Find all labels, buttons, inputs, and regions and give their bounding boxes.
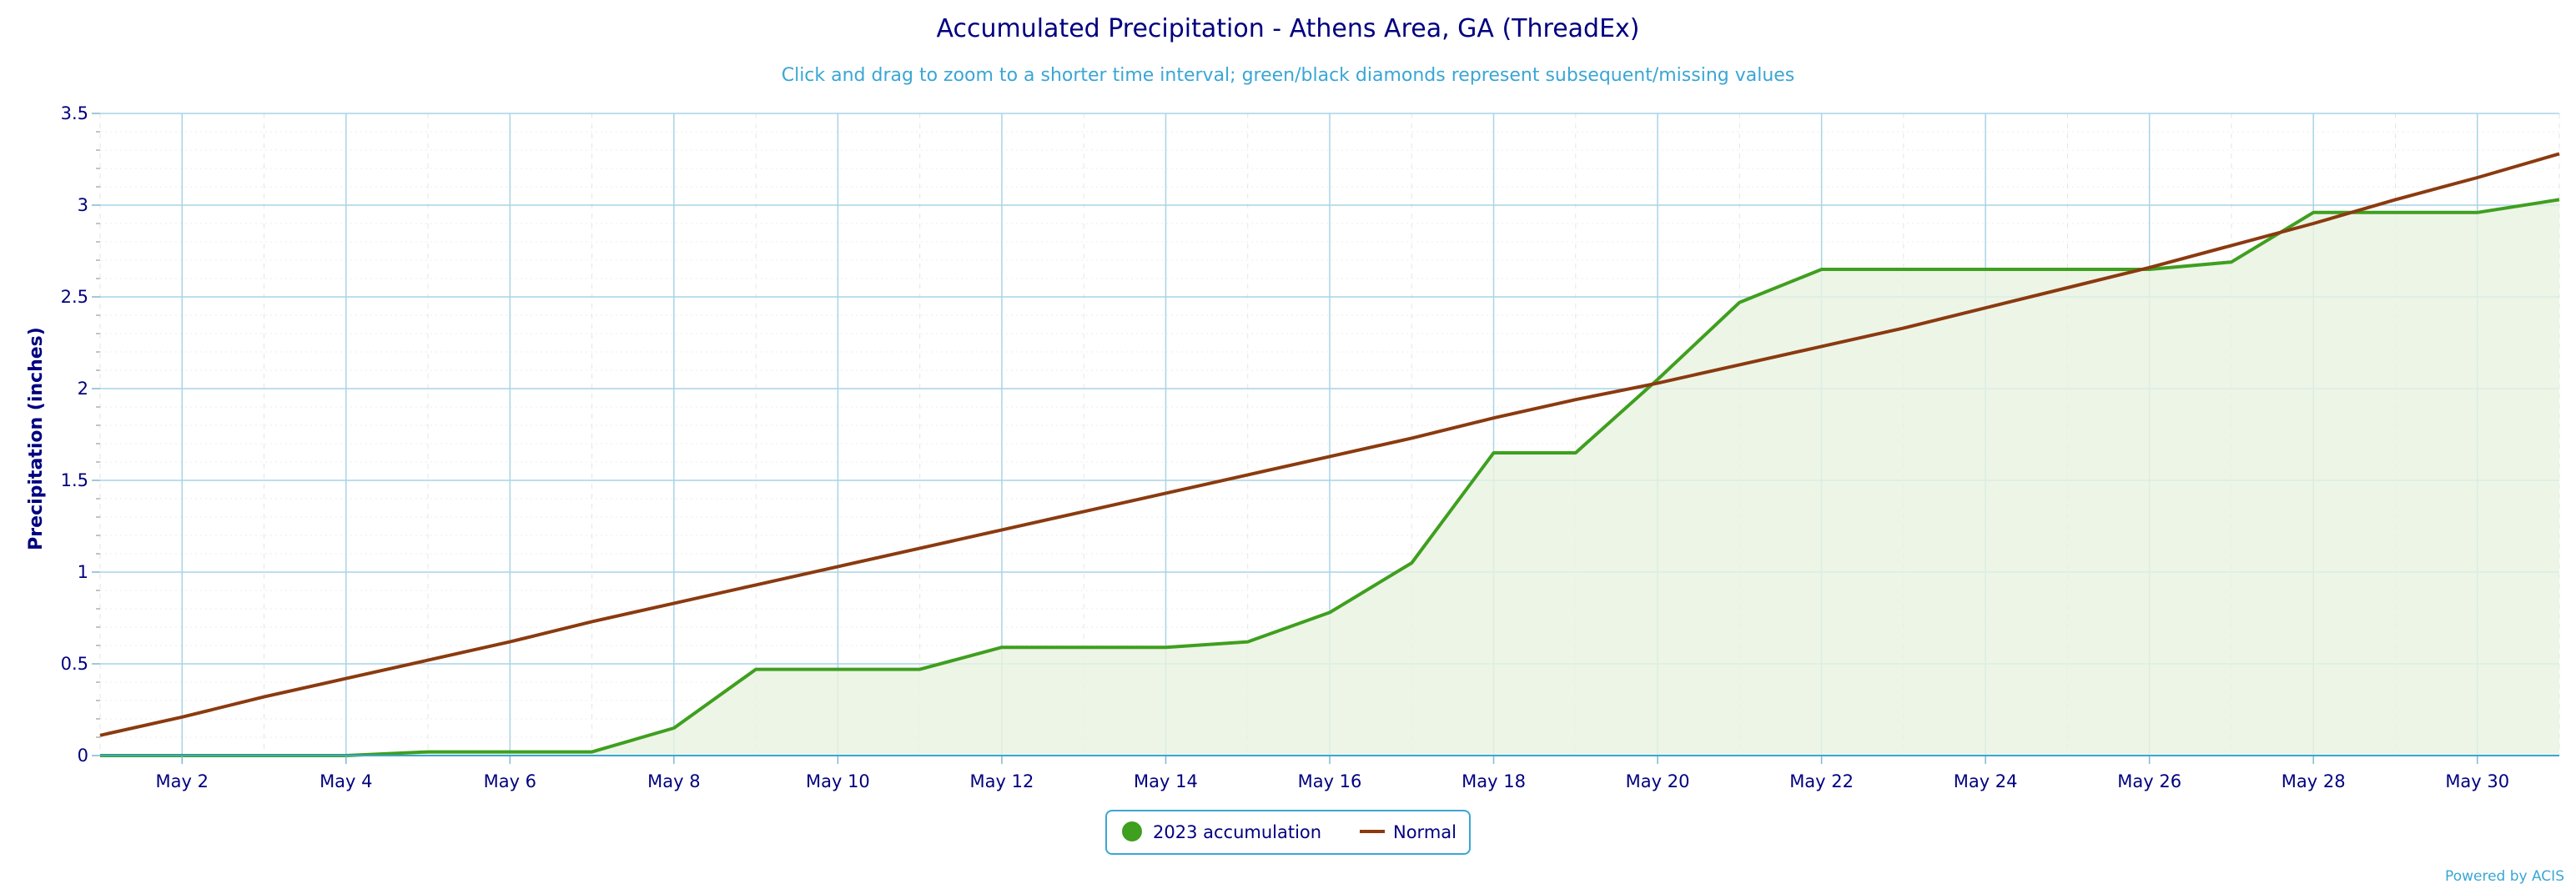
x-tick-label: May 2: [156, 771, 209, 791]
x-tick-label: May 14: [1134, 771, 1198, 791]
x-tick-label: May 16: [1298, 771, 1362, 791]
x-tick-label: May 22: [1789, 771, 1854, 791]
x-tick-label: May 28: [2282, 771, 2346, 791]
y-tick-label: 2: [78, 379, 88, 399]
x-tick-label: May 12: [970, 771, 1034, 791]
y-tick-label: 0: [78, 746, 88, 766]
area-layer: [100, 199, 2559, 756]
x-tick-label: May 18: [1462, 771, 1526, 791]
y-tick-label: 1: [78, 562, 88, 582]
legend-box: [1105, 810, 1471, 855]
legend-label-normal[interactable]: Normal: [1393, 822, 1457, 842]
legend-label-2023[interactable]: 2023 accumulation: [1153, 822, 1321, 842]
x-tick-label: May 26: [2117, 771, 2181, 791]
y-axis-title: Precipitation (inches): [26, 327, 47, 550]
x-tick-label: May 10: [806, 771, 870, 791]
x-tick-label: May 20: [1626, 771, 1690, 791]
series-line-2023-accumulation[interactable]: [100, 198, 2560, 757]
credit-link[interactable]: Powered by ACIS: [2445, 868, 2564, 885]
chart-title: Accumulated Precipitation - Athens Area,…: [936, 14, 1639, 43]
y-tick-label: 1.5: [61, 470, 88, 490]
legend-marker-2023: [1122, 821, 1142, 841]
line-layer: [99, 152, 2560, 757]
axes: 0 0.5 1 1.5 2 2.5 3 3.5 May 2 May 4 May 6 May 8 May …: [61, 103, 2559, 791]
y-tick-label: 3.5: [61, 103, 88, 123]
series-area-0: [100, 199, 2559, 756]
series-line-normal[interactable]: [99, 152, 2560, 737]
x-tick-label: May 24: [1954, 771, 2018, 791]
chart-subtitle: Click and drag to zoom to a shorter time…: [782, 65, 1795, 86]
legend[interactable]: 2023 accumulation Normal: [1105, 810, 1471, 855]
x-tick-label: May 30: [2445, 771, 2509, 791]
x-tick-label: May 8: [647, 771, 700, 791]
y-tick-label: 3: [78, 195, 88, 215]
x-tick-label: May 6: [484, 771, 536, 791]
y-tick-label: 0.5: [61, 654, 88, 674]
x-tick-label: May 4: [319, 771, 372, 791]
y-tick-label: 2.5: [61, 287, 88, 307]
